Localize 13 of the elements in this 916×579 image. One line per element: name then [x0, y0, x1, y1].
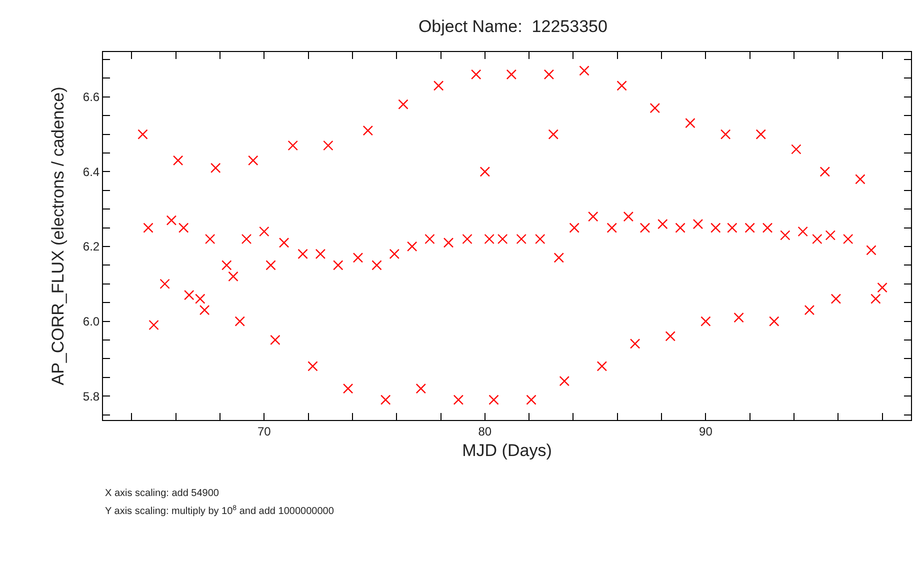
y-tick-label: 6.4	[82, 164, 100, 179]
y-tick-label: 6.2	[82, 240, 100, 254]
y-axis-title: AP_CORR_FLUX (electrons / cadence)	[48, 86, 68, 386]
chart-title: Object Name: 12253350	[418, 17, 608, 36]
y-tick-label: 5.8	[82, 389, 100, 404]
x-tick-label: 80	[478, 424, 492, 438]
y-tick-label: 6.0	[82, 314, 100, 328]
text: X axis scaling: add 54900	[105, 488, 220, 499]
x-tick-label: 70	[257, 424, 272, 438]
y-tick-label: 6.6	[82, 90, 100, 104]
text: Y axis scaling: multiply by 10$^{8}$ and add 1000000000	[105, 505, 334, 518]
x-tick-label: 90	[699, 424, 713, 438]
x-axis-title: MJD (Days)	[462, 440, 552, 460]
